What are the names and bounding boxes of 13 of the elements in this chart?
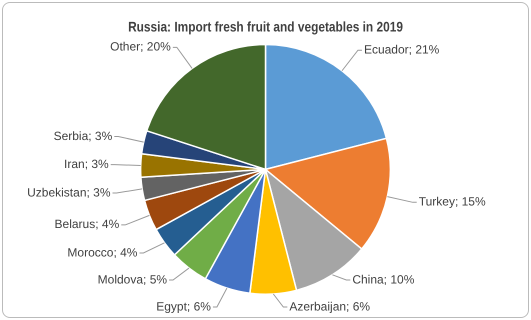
chart-title: Russia: Import fresh fruit and vegetables in 2019	[128, 18, 403, 34]
slice-label: Belarus; 4%	[54, 217, 120, 232]
slice-label: Serbia; 3%	[54, 128, 113, 143]
slice-label: Morocco; 4%	[67, 245, 138, 260]
slice-label: Turkey; 15%	[418, 194, 486, 209]
slice-label: China; 10%	[352, 272, 415, 286]
slice-label: Uzbekistan; 3%	[27, 185, 111, 200]
slice-label: Azerbaijan; 6%	[289, 299, 370, 314]
slice-label: Moldova; 5%	[98, 272, 168, 286]
slice-label: Iran; 3%	[64, 156, 110, 171]
slice-label: Other; 20%	[110, 40, 172, 54]
slice-label: Ecuador; 21%	[364, 42, 440, 57]
slice-label: Egypt; 6%	[156, 299, 212, 314]
